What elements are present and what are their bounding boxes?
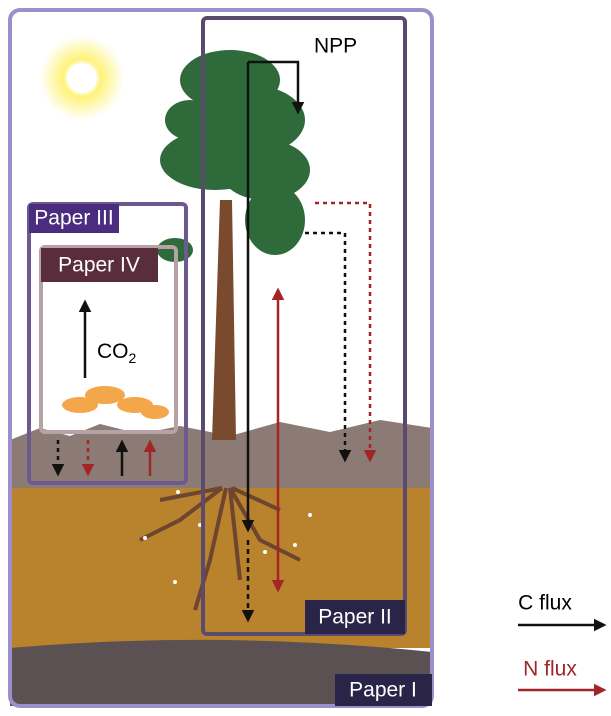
paper-4-label: Paper IV (58, 254, 140, 277)
co2-label: CO2 (97, 340, 137, 366)
boxes (8, 8, 434, 708)
paper-3-label: Paper III (34, 207, 113, 230)
arrows (51, 60, 607, 697)
legend-c-flux: C flux (518, 592, 572, 615)
paper-2-label: Paper II (318, 606, 392, 629)
scene (10, 10, 432, 706)
npp-label: NPP (314, 35, 357, 58)
legend-n-flux: N flux (523, 658, 577, 681)
paper-1-label: Paper I (349, 679, 417, 702)
